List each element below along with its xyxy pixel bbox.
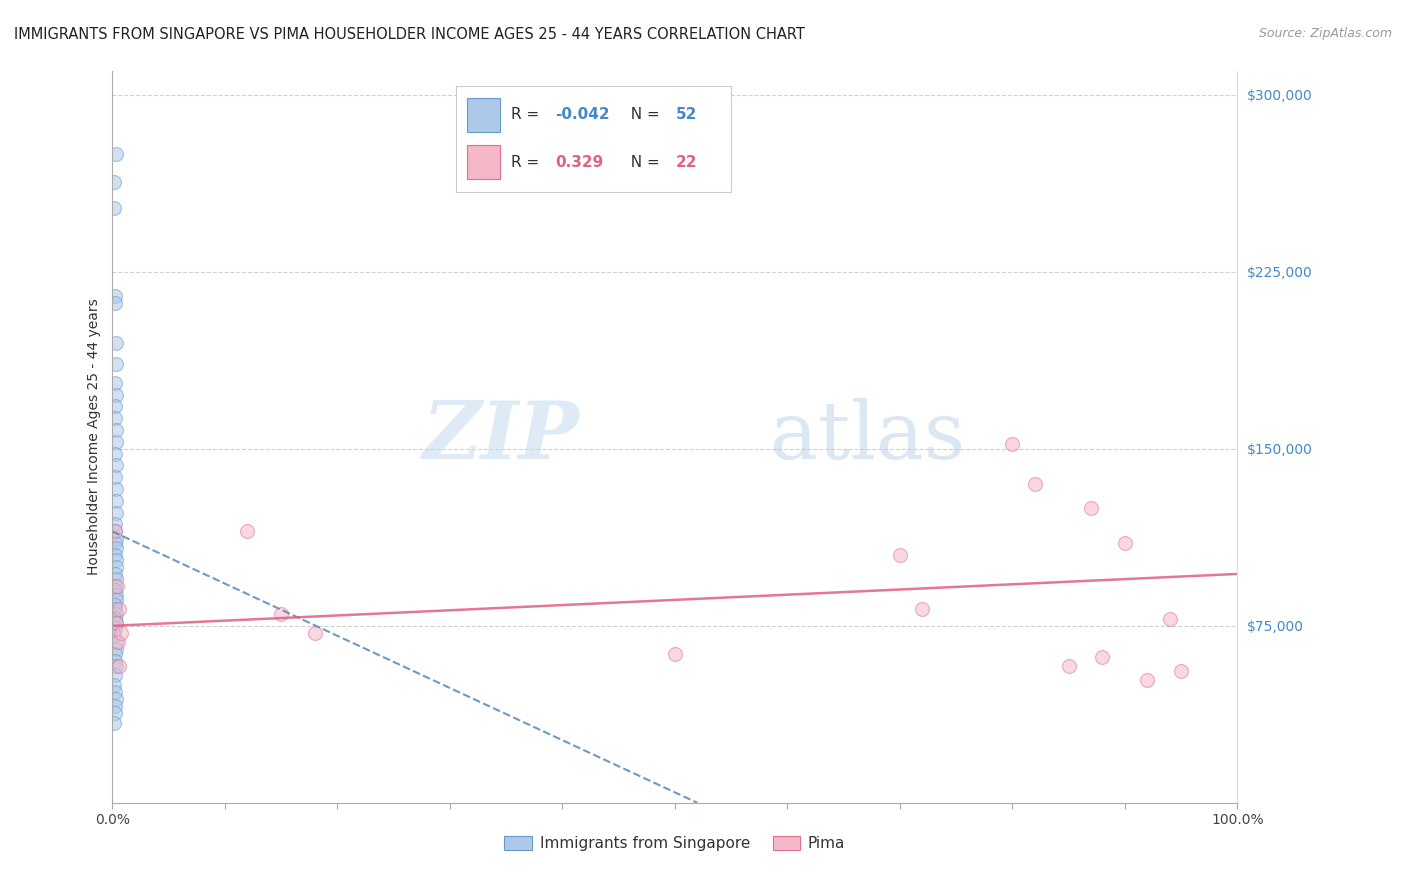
Point — [104, 335, 127, 350]
Point — [1091, 649, 1114, 664]
Point — [103, 678, 125, 692]
Point — [304, 626, 326, 640]
Point — [1114, 536, 1136, 550]
Point — [1057, 659, 1080, 673]
Point — [104, 642, 127, 657]
Text: Source: ZipAtlas.com: Source: ZipAtlas.com — [1258, 27, 1392, 40]
Point — [1159, 612, 1181, 626]
Point — [104, 635, 127, 649]
Point — [104, 566, 127, 581]
Point — [104, 288, 127, 302]
Point — [104, 699, 127, 714]
Point — [104, 470, 127, 484]
Point — [104, 616, 127, 631]
Point — [104, 692, 127, 706]
Point — [104, 506, 127, 520]
Point — [104, 612, 127, 626]
Point — [108, 602, 131, 616]
Point — [104, 659, 127, 673]
Point — [911, 602, 934, 616]
Point — [664, 647, 686, 661]
Legend: Immigrants from Singapore, Pima: Immigrants from Singapore, Pima — [498, 830, 852, 857]
Point — [889, 548, 911, 562]
Point — [104, 411, 127, 425]
Point — [104, 434, 127, 449]
Point — [104, 532, 127, 546]
Point — [104, 616, 127, 631]
Point — [104, 423, 127, 437]
Point — [104, 553, 127, 567]
Point — [105, 579, 128, 593]
Point — [103, 715, 125, 730]
Point — [107, 635, 129, 649]
Point — [1024, 477, 1046, 491]
Point — [104, 559, 127, 574]
Point — [104, 147, 127, 161]
Point — [104, 607, 127, 621]
Point — [104, 647, 127, 661]
Point — [104, 447, 127, 461]
Point — [236, 524, 259, 539]
Point — [104, 572, 127, 586]
Point — [104, 621, 127, 635]
Point — [104, 357, 127, 371]
Point — [104, 493, 127, 508]
Point — [104, 517, 127, 532]
Point — [104, 541, 127, 555]
Point — [104, 579, 127, 593]
Point — [104, 588, 127, 602]
Point — [104, 685, 127, 699]
Point — [110, 626, 132, 640]
Point — [1001, 437, 1024, 451]
Text: atlas: atlas — [770, 398, 966, 476]
Point — [104, 458, 127, 473]
Text: IMMIGRANTS FROM SINGAPORE VS PIMA HOUSEHOLDER INCOME AGES 25 - 44 YEARS CORRELAT: IMMIGRANTS FROM SINGAPORE VS PIMA HOUSEH… — [14, 27, 804, 42]
Point — [104, 387, 127, 401]
Text: ZIP: ZIP — [422, 399, 579, 475]
Point — [104, 524, 127, 539]
Point — [108, 659, 131, 673]
Point — [104, 593, 127, 607]
Point — [104, 376, 127, 390]
Point — [270, 607, 292, 621]
Point — [104, 548, 127, 562]
Point — [104, 583, 127, 598]
Point — [103, 201, 125, 215]
Point — [104, 482, 127, 496]
Point — [1136, 673, 1159, 687]
Point — [104, 524, 127, 539]
Point — [104, 536, 127, 550]
Point — [104, 598, 127, 612]
Point — [1170, 664, 1192, 678]
Point — [104, 602, 127, 616]
Y-axis label: Householder Income Ages 25 - 44 years: Householder Income Ages 25 - 44 years — [87, 299, 101, 575]
Point — [103, 175, 125, 189]
Point — [1080, 500, 1102, 515]
Point — [103, 628, 125, 642]
Point — [104, 400, 127, 414]
Point — [104, 295, 127, 310]
Point — [104, 668, 127, 682]
Point — [104, 706, 127, 720]
Point — [104, 654, 127, 668]
